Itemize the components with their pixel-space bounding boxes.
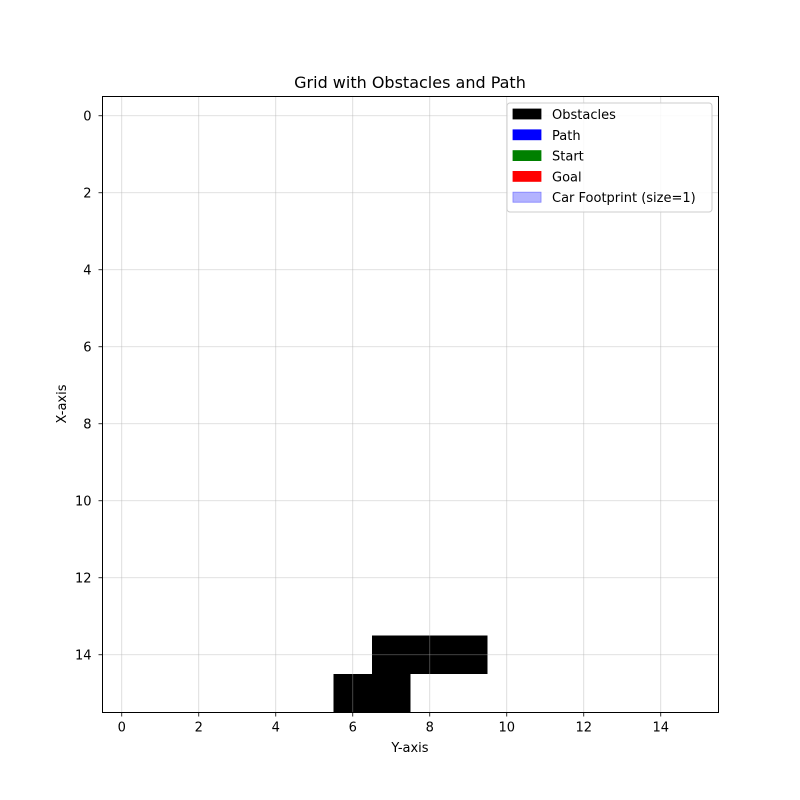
y-tick-label: 6	[83, 340, 91, 355]
x-tick-label: 0	[118, 721, 126, 736]
legend-label: Obstacles	[552, 108, 616, 123]
y-tick-label: 14	[75, 648, 92, 663]
x-tick-label: 14	[652, 721, 669, 736]
legend-swatch	[512, 150, 542, 162]
legend-label: Path	[552, 129, 581, 144]
x-axis-ticks: 0 2 4 6 8 10 12 14	[118, 712, 669, 736]
x-tick-label: 10	[498, 721, 515, 736]
y-tick-label: 10	[75, 494, 92, 509]
legend-frame	[506, 102, 713, 213]
legend-swatch	[512, 191, 542, 203]
legend-swatch	[512, 108, 542, 120]
x-tick-label: 2	[195, 721, 203, 736]
x-tick-label: 4	[272, 721, 280, 736]
legend-label: Car Footprint (size=1)	[552, 191, 696, 206]
legend: Obstacles Path Start Goal Car Footprint (siz…	[506, 102, 713, 213]
y-tick-label: 4	[83, 263, 91, 278]
x-tick-label: 8	[426, 721, 434, 736]
legend-label: Start	[552, 150, 584, 165]
y-tick-label: 2	[83, 186, 91, 201]
legend-label: Goal	[552, 170, 582, 185]
x-tick-label: 6	[349, 721, 357, 736]
y-tick-label: 8	[83, 417, 91, 432]
y-tick-label: 12	[75, 571, 92, 586]
legend-swatch	[512, 129, 542, 141]
y-tick-label: 0	[83, 109, 91, 124]
chart-title: Grid with Obstacles and Path	[294, 73, 526, 92]
y-axis-ticks: 0 2 4 6 8 10 12 14	[75, 109, 103, 663]
x-axis-label: Y-axis	[390, 741, 428, 756]
legend-swatch	[512, 170, 542, 182]
plot-frame	[102, 96, 719, 713]
y-axis-label: X-axis	[55, 384, 70, 423]
obstacle-cell	[372, 674, 411, 713]
x-tick-label: 12	[575, 721, 592, 736]
